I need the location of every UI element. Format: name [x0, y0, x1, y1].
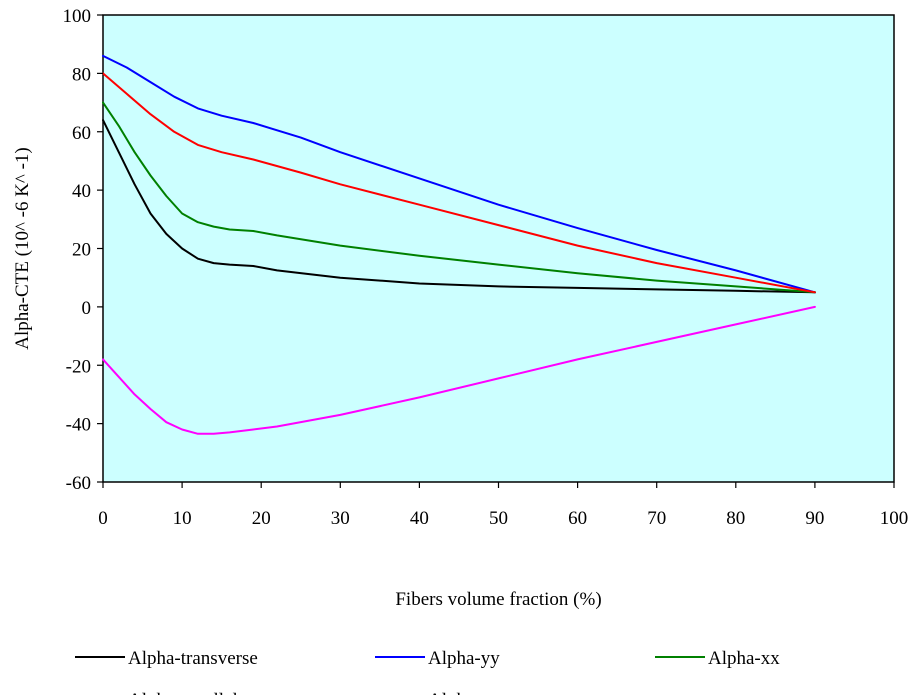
series-line-alpha-xx — [102, 101, 816, 294]
series-line-alpha-yy — [102, 54, 816, 294]
legend-label: Alpha-yy — [428, 648, 500, 669]
x-tick-label: 20 — [252, 508, 271, 529]
y-tick-label: 60 — [72, 123, 91, 144]
x-tick-label: 10 — [173, 508, 192, 529]
x-tick-label: 60 — [568, 508, 587, 529]
x-tick-label: 30 — [331, 508, 350, 529]
x-tick-label: 40 — [410, 508, 429, 529]
x-tick-label: 70 — [647, 508, 666, 529]
y-tick-label: -40 — [66, 415, 91, 436]
axis-layer — [97, 14, 895, 488]
series-layer — [102, 54, 816, 435]
series-line-alpha-xy — [102, 305, 816, 435]
y-tick-label: 0 — [82, 298, 92, 319]
x-tick-label: 0 — [98, 508, 108, 529]
legend-label: Alpha-parallel — [128, 690, 238, 695]
legend: Alpha-transverse Alpha-yy Alpha-xx Alpha-pa… — [75, 648, 780, 695]
y-axis-title: Alpha-CTE (10^ -6 K^ -1) — [12, 147, 33, 350]
y-tick-label: 40 — [72, 181, 91, 202]
legend-label: Alpha-xy — [428, 690, 500, 695]
plot-area — [102, 14, 895, 483]
x-axis-title: Fibers volume fraction (%) — [395, 589, 601, 610]
y-tick-label: 20 — [72, 240, 91, 261]
y-tick-label: 100 — [63, 6, 92, 27]
series-line-alpha-parallel — [102, 72, 816, 294]
y-tick-label: 80 — [72, 64, 91, 85]
series-line-alpha-transverse — [102, 119, 816, 294]
y-tick-label: -60 — [66, 473, 91, 494]
tick-labels: 0 10 20 30 40 50 60 70 80 90 100 100 80 60 40 20 0 -20 -40… — [63, 6, 909, 529]
x-tick-label: 100 — [880, 508, 909, 529]
x-tick-label: 90 — [805, 508, 824, 529]
y-tick-label: -20 — [66, 356, 91, 377]
legend-label: Alpha-transverse — [128, 648, 258, 669]
legend-label: Alpha-xx — [708, 648, 780, 669]
x-tick-label: 80 — [726, 508, 745, 529]
x-tick-label: 50 — [489, 508, 508, 529]
